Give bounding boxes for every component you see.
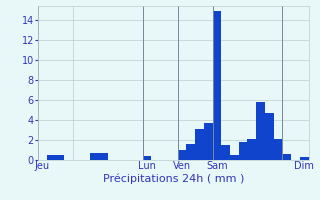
Bar: [195, 129, 204, 160]
Bar: [212, 11, 221, 160]
Bar: [186, 144, 195, 160]
Bar: [47, 155, 56, 160]
Bar: [56, 155, 64, 160]
Bar: [91, 153, 99, 160]
Bar: [265, 113, 274, 160]
Bar: [230, 155, 239, 160]
Bar: [99, 153, 108, 160]
Bar: [256, 102, 265, 160]
Bar: [221, 145, 230, 160]
X-axis label: Précipitations 24h ( mm ): Précipitations 24h ( mm ): [103, 174, 244, 184]
Bar: [204, 123, 212, 160]
Bar: [143, 156, 151, 160]
Bar: [178, 150, 186, 160]
Bar: [282, 154, 291, 160]
Bar: [239, 142, 247, 160]
Bar: [274, 139, 282, 160]
Bar: [247, 139, 256, 160]
Bar: [300, 157, 308, 160]
